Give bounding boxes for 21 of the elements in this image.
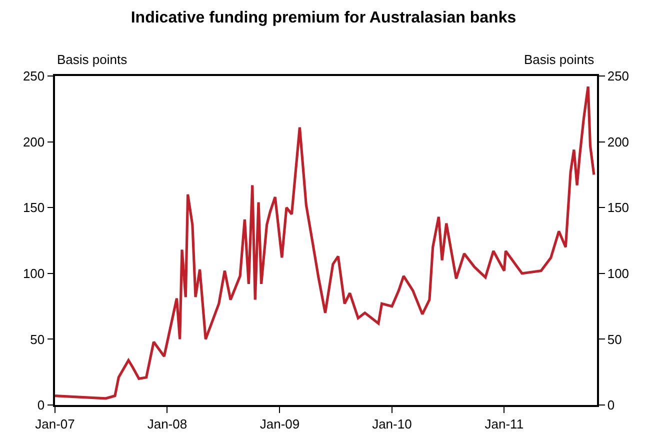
x-tick-label: Jan-10 xyxy=(372,416,412,432)
chart-title: Indicative funding premium for Australasian banks xyxy=(130,9,516,26)
y2-tick-label: 150 xyxy=(607,200,630,216)
y2-tick-label: 0 xyxy=(607,398,615,413)
y-tick-label: 50 xyxy=(30,332,45,347)
x-tick-label: Jan-08 xyxy=(147,416,188,432)
y-tick-label: 150 xyxy=(22,200,45,216)
y2-tick-label: 50 xyxy=(607,332,622,347)
y2-tick-label: 200 xyxy=(607,134,630,150)
x-tick-label: Jan-07 xyxy=(35,416,75,432)
x-tick-label: Jan-11 xyxy=(484,416,524,432)
y2-axis-title: Basis points xyxy=(524,52,595,67)
y-tick-label: 200 xyxy=(22,134,45,150)
line-series xyxy=(55,85,596,400)
y-tick-label: 250 xyxy=(22,68,45,84)
y-tick-label: 0 xyxy=(37,398,45,413)
y-axis-title: Basis points xyxy=(57,52,128,67)
x-tick-label: Jan-09 xyxy=(260,416,300,432)
y2-tick-label: 250 xyxy=(607,68,630,84)
y2-tick-label: 100 xyxy=(607,266,630,281)
y-tick-label: 100 xyxy=(22,266,45,281)
